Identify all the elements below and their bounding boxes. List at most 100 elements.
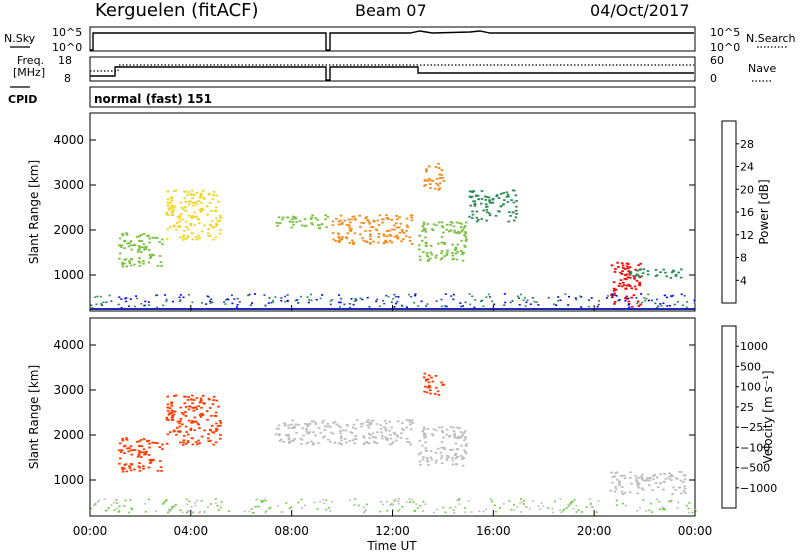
velocity-cell: [659, 473, 663, 476]
velocity-cell: [345, 423, 349, 426]
velocity-cell: [192, 409, 195, 412]
power-noise-cell: [187, 294, 190, 296]
velocity-cell: [425, 450, 428, 452]
power-cell: [362, 222, 366, 224]
velocity-cell: [418, 453, 421, 456]
power-cell: [212, 190, 216, 193]
velocity-cell: [418, 460, 422, 463]
velocity-cell: [451, 463, 455, 466]
power-cell: [348, 224, 351, 227]
power-cell: [136, 235, 139, 238]
power-cell: [125, 265, 129, 268]
power-cell: [372, 220, 376, 223]
velocity-noise-cell: [694, 509, 697, 512]
velocity-cell: [367, 426, 371, 429]
power-cell: [353, 217, 357, 220]
power-cell: [310, 216, 313, 219]
power-noise-cell: [564, 293, 567, 295]
velocity-cell: [366, 419, 370, 422]
power-cell: [198, 222, 201, 224]
velocity-noise-cell: [570, 501, 572, 504]
power-noise-cell: [264, 304, 267, 306]
power-cell: [619, 279, 623, 281]
velocity-noise-cell: [248, 510, 251, 513]
power-cell: [475, 220, 479, 223]
velocity-cell: [409, 443, 413, 446]
power-cell: [281, 216, 285, 219]
power-cell: [364, 230, 367, 232]
power-cell: [170, 207, 174, 209]
power-noise-cell: [329, 300, 332, 302]
velocity-cell: [118, 442, 122, 445]
velocity-cell: [142, 438, 146, 440]
velocity-cell: [454, 442, 458, 445]
velocity-cell: [199, 415, 203, 418]
power-noise-cell: [343, 303, 346, 306]
velocity-cell: [441, 446, 445, 449]
freq-trace: [90, 66, 694, 81]
power-cell: [462, 227, 466, 229]
power-cell: [209, 202, 212, 204]
power-cell: [366, 219, 369, 222]
velocity-cell: [340, 439, 343, 442]
power-noise-cell: [474, 299, 477, 301]
power-cell: [293, 217, 296, 220]
power-cell: [318, 224, 321, 227]
power-cell: [451, 221, 454, 224]
velocity-cell: [200, 412, 204, 415]
power-cell: [641, 272, 645, 275]
power-noise-cell: [156, 306, 159, 309]
power-noise-cell: [519, 293, 522, 296]
velocity-noise-cell: [115, 502, 118, 504]
velocity-ylabel: Slant Range [km]: [27, 365, 41, 469]
x-tick-label: 00:00: [73, 524, 108, 538]
velocity-cell: [148, 462, 152, 464]
power-cell: [473, 202, 477, 205]
velocity-cell: [219, 424, 222, 427]
velocity-cell: [429, 456, 433, 459]
power-cell: [215, 223, 219, 226]
power-cell: [137, 260, 141, 263]
velocity-cell: [367, 442, 371, 445]
power-noise-cell: [236, 304, 239, 306]
power-cell: [632, 275, 636, 277]
velocity-cell: [435, 459, 438, 462]
power-cell: [156, 237, 159, 239]
velocity-noise-cell: [409, 501, 411, 503]
power-cell: [168, 206, 172, 209]
power-cell: [184, 237, 188, 240]
velocity-cell: [455, 426, 459, 429]
velocity-cell: [166, 409, 170, 412]
velocity-cell: [682, 490, 686, 492]
velocity-noise-cell: [658, 500, 661, 503]
velocity-noise-cell: [560, 511, 563, 513]
velocity-noise-cell: [454, 506, 457, 508]
velocity-noise-cell: [214, 498, 217, 500]
velocity-cell: [365, 440, 368, 443]
velocity-cell: [305, 427, 308, 430]
power-noise-cell: [683, 295, 686, 297]
velocity-cell: [278, 433, 281, 435]
velocity-cell: [440, 455, 444, 457]
velocity-cell: [381, 437, 384, 440]
velocity-cell: [175, 433, 178, 436]
velocity-cell: [179, 406, 182, 409]
power-ylabel: Slant Range [km]: [27, 160, 41, 264]
power-cell: [438, 182, 442, 185]
power-cell: [191, 232, 194, 235]
power-cell: [212, 226, 216, 229]
power-cell: [159, 261, 163, 264]
velocity-noise-cell: [301, 507, 303, 510]
power-noise-cell: [452, 293, 455, 296]
velocity-cell: [653, 473, 656, 476]
velocity-cell: [118, 449, 121, 452]
power-noise-cell: [90, 304, 93, 306]
power-cell: [174, 189, 178, 192]
power-noise-cell: [207, 296, 210, 298]
power-cell: [332, 238, 335, 241]
velocity-cell: [465, 443, 468, 446]
velocity-noise-cell: [288, 507, 291, 510]
power-cell: [451, 243, 454, 246]
velocity-cell: [166, 403, 170, 406]
power-cell: [132, 244, 135, 247]
